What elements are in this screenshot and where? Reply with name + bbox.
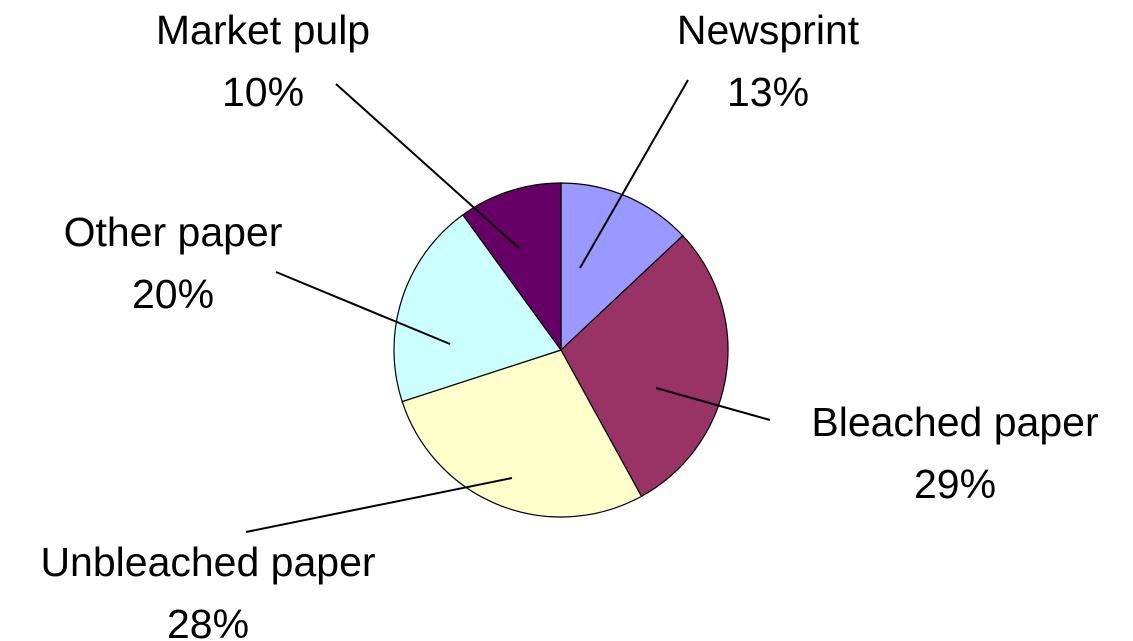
leader-line-market-pulp: [335, 83, 520, 249]
pie-slice-other-paper: [393, 214, 562, 403]
pie-slices: [393, 182, 729, 518]
pie-slice-market-pulp: [462, 182, 562, 352]
slice-percent-newsprint: 13%: [727, 69, 809, 115]
leader-line-bleached-paper: [655, 387, 771, 421]
leader-lines: [245, 79, 771, 533]
slice-percent-other-paper: 20%: [132, 271, 214, 317]
slice-percent-unbleached-paper: 28%: [167, 601, 249, 641]
pie-slice-unbleached-paper: [401, 349, 643, 518]
slice-label-market-pulp: Market pulp: [156, 7, 370, 53]
slice-label-other-paper: Other paper: [64, 209, 283, 255]
slice-percent-market-pulp: 10%: [222, 69, 304, 115]
pie-slice-bleached-paper: [560, 234, 729, 498]
leader-line-newsprint: [579, 79, 689, 269]
leader-line-other-paper: [275, 271, 451, 345]
slice-label-unbleached-paper: Unbleached paper: [40, 539, 375, 585]
slice-label-bleached-paper: Bleached paper: [811, 399, 1098, 445]
leader-line-unbleached-paper: [245, 477, 513, 533]
slice-labels: Newsprint 13% Bleached paper 29% Unbleached …: [40, 7, 1098, 641]
pie-slice-newsprint: [560, 182, 684, 352]
slice-label-newsprint: Newsprint: [677, 7, 860, 53]
slice-percent-bleached-paper: 29%: [914, 461, 996, 507]
